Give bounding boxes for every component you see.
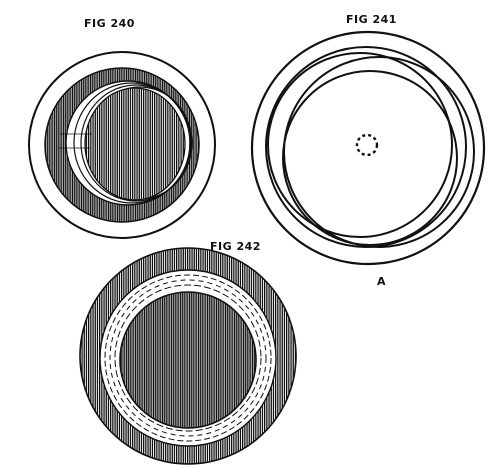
fig241-center-point xyxy=(355,133,379,157)
fig240-crescents xyxy=(58,80,193,206)
fig241-circle-2 xyxy=(283,56,475,248)
fig242-ring-line-1 xyxy=(104,274,272,442)
figure-240: FIG 240 xyxy=(28,17,216,239)
fig242-ring-line-3 xyxy=(114,284,262,432)
figure-241-label: FIG 241 xyxy=(346,13,397,26)
fig241-outer-circle xyxy=(250,30,486,266)
figure-242-label: FIG 242 xyxy=(210,240,261,253)
figure-240-label: FIG 240 xyxy=(84,17,135,30)
figure-242: FIG 242 xyxy=(79,240,297,465)
fig241-circle-4 xyxy=(282,70,458,246)
figure-241: FIG 241 A xyxy=(250,13,486,288)
fig241-marker-a: A xyxy=(377,275,386,288)
fig241-circle-3 xyxy=(267,52,453,238)
fig242-ring-line-2 xyxy=(109,279,267,437)
fig242-inner-disc xyxy=(119,291,257,429)
